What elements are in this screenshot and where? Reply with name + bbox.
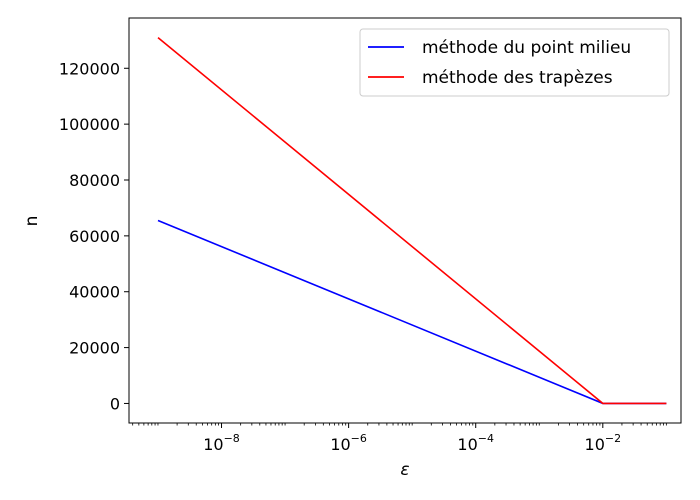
y-tick-label: 80000 [69, 171, 120, 190]
x-tick-label-exponent: −6 [351, 432, 367, 445]
x-tick-label: 10−8 [203, 432, 240, 454]
x-tick-label-exponent: −8 [224, 432, 240, 445]
x-tick-label-base: 10 [457, 435, 477, 454]
y-axis-ticks: 0 20000 40000 60000 80000 100000 120000 [59, 59, 129, 413]
y-tick-label: 40000 [69, 283, 120, 302]
legend-box [359, 28, 670, 97]
x-tick-label-base: 10 [585, 435, 605, 454]
x-tick-label: 10−2 [585, 432, 622, 454]
y-tick-label: 60000 [69, 227, 120, 246]
y-tick-label: 100000 [59, 115, 120, 134]
series-line-2 [157, 36, 667, 405]
x-tick-label-base: 10 [203, 435, 223, 454]
y-tick-label: 120000 [59, 59, 120, 78]
legend-label-1: méthode du point milieu [422, 38, 631, 58]
x-tick-label: 10−6 [330, 432, 367, 454]
x-tick-label-exponent: −4 [478, 432, 494, 445]
legend: méthode du point milieu méthode des trapè… [359, 28, 670, 97]
x-axis-ticks: 10−8 10−6 10−4 10−2 [132, 423, 667, 454]
y-tick-label: 20000 [69, 339, 120, 358]
series-layer [157, 36, 667, 405]
x-tick-label: 10−4 [457, 432, 494, 454]
x-tick-label-exponent: −2 [605, 432, 621, 445]
legend-label-2: méthode des trapèzes [422, 68, 613, 88]
y-axis-label: n [22, 216, 42, 227]
x-axis-label: ε [400, 460, 409, 480]
plot-frame [128, 17, 682, 424]
y-tick-label: 0 [110, 394, 120, 413]
x-tick-label-base: 10 [330, 435, 350, 454]
